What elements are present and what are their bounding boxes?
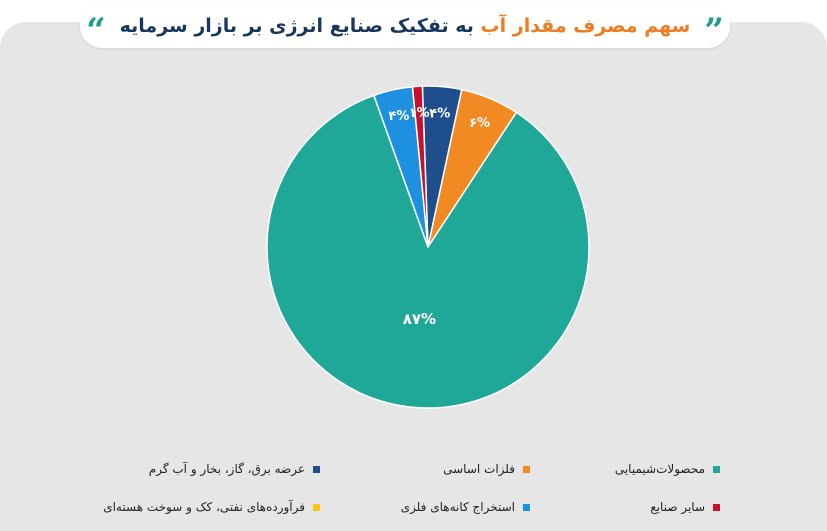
pie-labels: ۴% ۶% ۸۷% ۴% ۱% [388,106,490,328]
legend-label: محصولات‌شیمیایی [614,462,705,476]
legend-label: استخراج کانه‌های فلزی [400,500,515,514]
legend-label: عرضه برق، گاز، بخار و آب گرم [148,462,305,476]
legend-swatch [313,503,320,511]
pie-data-label: ۸۷% [403,310,436,328]
pie-slice [266,94,590,409]
chart-title: سهم مصرف مقدار آب به تفکیک صنایع انرژی ب… [120,15,691,37]
chart-title-highlight: سهم مصرف مقدار آب [480,15,691,37]
pie-data-label: ۴% [388,109,409,124]
legend-swatch [313,465,320,473]
pie-data-label: ۱% [409,106,430,121]
legend-item: عرضه برق، گاز، بخار و آب گرم [110,456,320,482]
chart-title-rest: به تفکیک صنایع انرژی بر بازار سرمایه [119,15,474,37]
legend-label: سایر صنایع [650,500,705,514]
legend-item: محصولات‌شیمیایی [530,456,720,482]
legend-swatch [713,465,720,473]
chart-title-banner: ” سهم مصرف مقدار آب به تفکیک صنایع انرژی… [80,4,730,48]
chart-legend: محصولات‌شیمیایی فلزات اساسی عرضه برق، گاز،… [103,456,720,520]
pie-slices [266,85,590,409]
close-quote-icon: “ [86,11,106,51]
legend-swatch [523,465,530,473]
legend-label: فلزات اساسی [443,462,515,476]
legend-swatch [523,503,530,511]
legend-swatch [713,503,720,511]
open-quote-icon: ” [704,11,724,51]
pie-slice [411,85,429,248]
legend-item: سایر صنایع [530,494,720,520]
legend-item: فلزات اساسی [320,456,530,482]
legend-item: استخراج کانه‌های فلزی [320,494,530,520]
legend-item: فرآورده‌های نفتی، کک و سوخت هسته‌ای [103,494,320,520]
legend-label: فرآورده‌های نفتی، کک و سوخت هسته‌ای [103,500,305,514]
pie-data-label: ۶% [469,116,490,131]
pie-data-label: ۴% [429,106,450,121]
